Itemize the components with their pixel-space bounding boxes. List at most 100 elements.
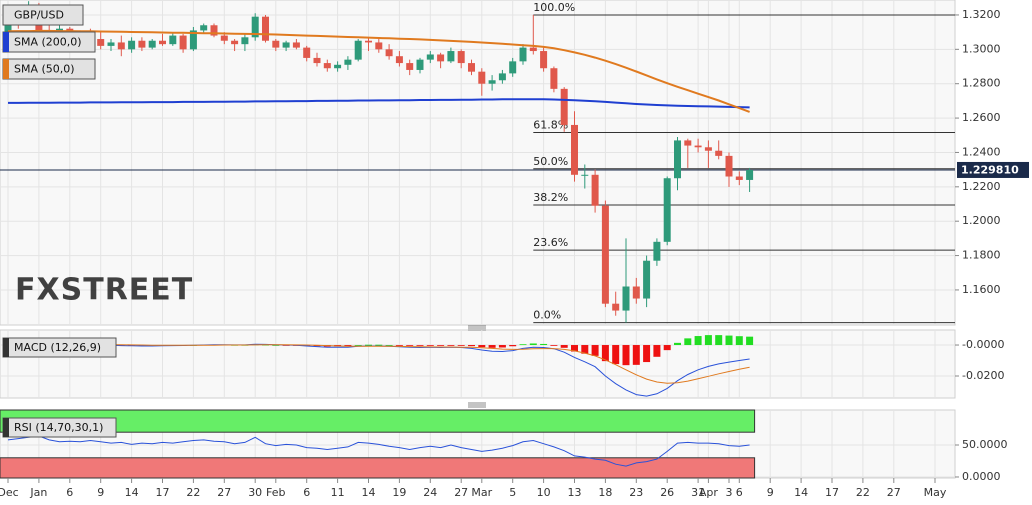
series-line <box>7 435 750 467</box>
histogram-bar <box>550 345 558 346</box>
candle-body <box>601 205 609 304</box>
candle-body <box>437 54 445 62</box>
histogram-bar <box>447 345 455 346</box>
candle-body <box>550 68 558 89</box>
candle-body <box>735 176 743 180</box>
candle-body <box>519 47 527 62</box>
candle-body <box>694 145 702 148</box>
histogram-bar <box>571 345 578 352</box>
legend-label: SMA (50,0) <box>14 63 75 76</box>
candle-body <box>292 42 300 48</box>
y-tick-label: 1.1800 <box>962 249 1001 262</box>
last-price-label: 1.229810 <box>961 163 1019 176</box>
legend-item[interactable]: SMA (50,0) <box>2 58 96 80</box>
y-tick-label: 1.2600 <box>962 111 1001 124</box>
histogram-bar <box>601 345 609 362</box>
candle-body <box>189 30 197 50</box>
series-line <box>8 98 750 109</box>
histogram-bar <box>715 335 723 346</box>
histogram-bar <box>437 345 445 346</box>
candle-body <box>375 42 383 50</box>
candle-body <box>457 51 465 64</box>
x-tick-label: 26 <box>660 486 674 499</box>
y-tick-label: 1.1600 <box>962 283 1001 296</box>
x-tick-label: 13 <box>568 486 582 499</box>
y-tick-label: -0.0200 <box>962 369 1004 382</box>
candle-body <box>395 56 403 64</box>
legend-item[interactable]: SMA (200,0) <box>2 31 96 53</box>
oversold-band <box>0 457 756 479</box>
candle-body <box>674 140 681 179</box>
candle-body <box>426 54 434 60</box>
x-tick-label: 3 <box>726 486 733 499</box>
legend-item[interactable]: MACD (12,26,9) <box>2 337 117 358</box>
price-panel <box>0 0 956 326</box>
plot-layer: 1.3200 1.3000 1.2800 1.2600 1.2400 1.2200 1.20… <box>0 0 1008 499</box>
candle-body <box>365 40 372 43</box>
candle-body <box>128 40 136 50</box>
histogram-bar <box>643 345 651 363</box>
histogram-bar <box>560 345 568 348</box>
histogram-bar <box>735 336 743 346</box>
candle-body <box>478 71 486 84</box>
x-tick-label: 5 <box>509 486 516 499</box>
fib-label: 61.8% <box>533 119 568 132</box>
y-tick-label: 1.2200 <box>962 180 1001 193</box>
histogram-bar <box>653 345 661 357</box>
candle-body <box>303 47 311 58</box>
candle-body <box>210 25 218 36</box>
histogram-bar <box>591 345 599 356</box>
candle-body <box>746 169 754 180</box>
histogram-bar <box>725 335 733 346</box>
legend-main[interactable]: GBP/USD <box>2 4 84 26</box>
candle-body <box>571 124 578 175</box>
candle-body <box>488 80 496 84</box>
last-price-box <box>957 161 1029 178</box>
candle-body <box>406 63 414 70</box>
fib-label: 38.2% <box>533 191 568 204</box>
histogram-bar <box>498 345 506 348</box>
x-tick-label: 6 <box>66 486 73 499</box>
candle-body <box>159 40 166 45</box>
candle-body <box>591 174 599 206</box>
x-tick-label: 10 <box>537 486 551 499</box>
candle-body <box>529 47 537 52</box>
histogram-bar <box>540 343 548 346</box>
x-tick-label: 31 <box>691 486 705 499</box>
x-tick-label: 22 <box>856 486 870 499</box>
y-tick-label: -0.0000 <box>962 338 1004 351</box>
histogram-bar <box>478 345 486 348</box>
histogram-bar <box>426 345 434 346</box>
legend-item[interactable]: RSI (14,70,30,1) <box>2 417 117 438</box>
x-tick-label: 18 <box>598 486 612 499</box>
candle-body <box>117 42 125 50</box>
panel-handle[interactable] <box>468 402 486 408</box>
histogram-bar <box>272 345 280 346</box>
candle-body <box>643 260 651 299</box>
candle-body <box>622 286 630 311</box>
histogram-bar <box>694 336 702 346</box>
x-tick-label: 6 <box>736 486 743 499</box>
x-tick-label: 27 <box>217 486 231 499</box>
histogram-bar <box>457 345 465 346</box>
candle-body <box>107 42 115 46</box>
legend-swatch <box>3 338 9 357</box>
series-line <box>7 343 750 384</box>
candle-body <box>447 51 455 62</box>
histogram-bar <box>488 345 496 348</box>
x-tick-label: 9 <box>97 486 104 499</box>
candle-body <box>272 40 280 48</box>
y-tick-label: 1.2400 <box>962 145 1001 158</box>
panel-handle[interactable] <box>468 325 486 331</box>
fib-label: 50.0% <box>533 155 568 168</box>
candle-body <box>498 73 506 81</box>
x-tick-label: 14 <box>794 486 808 499</box>
candle-body <box>581 174 589 176</box>
x-tick-label: 27 <box>887 486 901 499</box>
y-tick-label: 0.0000 <box>962 470 1001 483</box>
histogram-bar <box>529 343 537 346</box>
histogram-bar <box>416 345 424 346</box>
x-tick-label: 14 <box>362 486 376 499</box>
x-tick-label: 24 <box>423 486 437 499</box>
candle-body <box>97 39 105 46</box>
